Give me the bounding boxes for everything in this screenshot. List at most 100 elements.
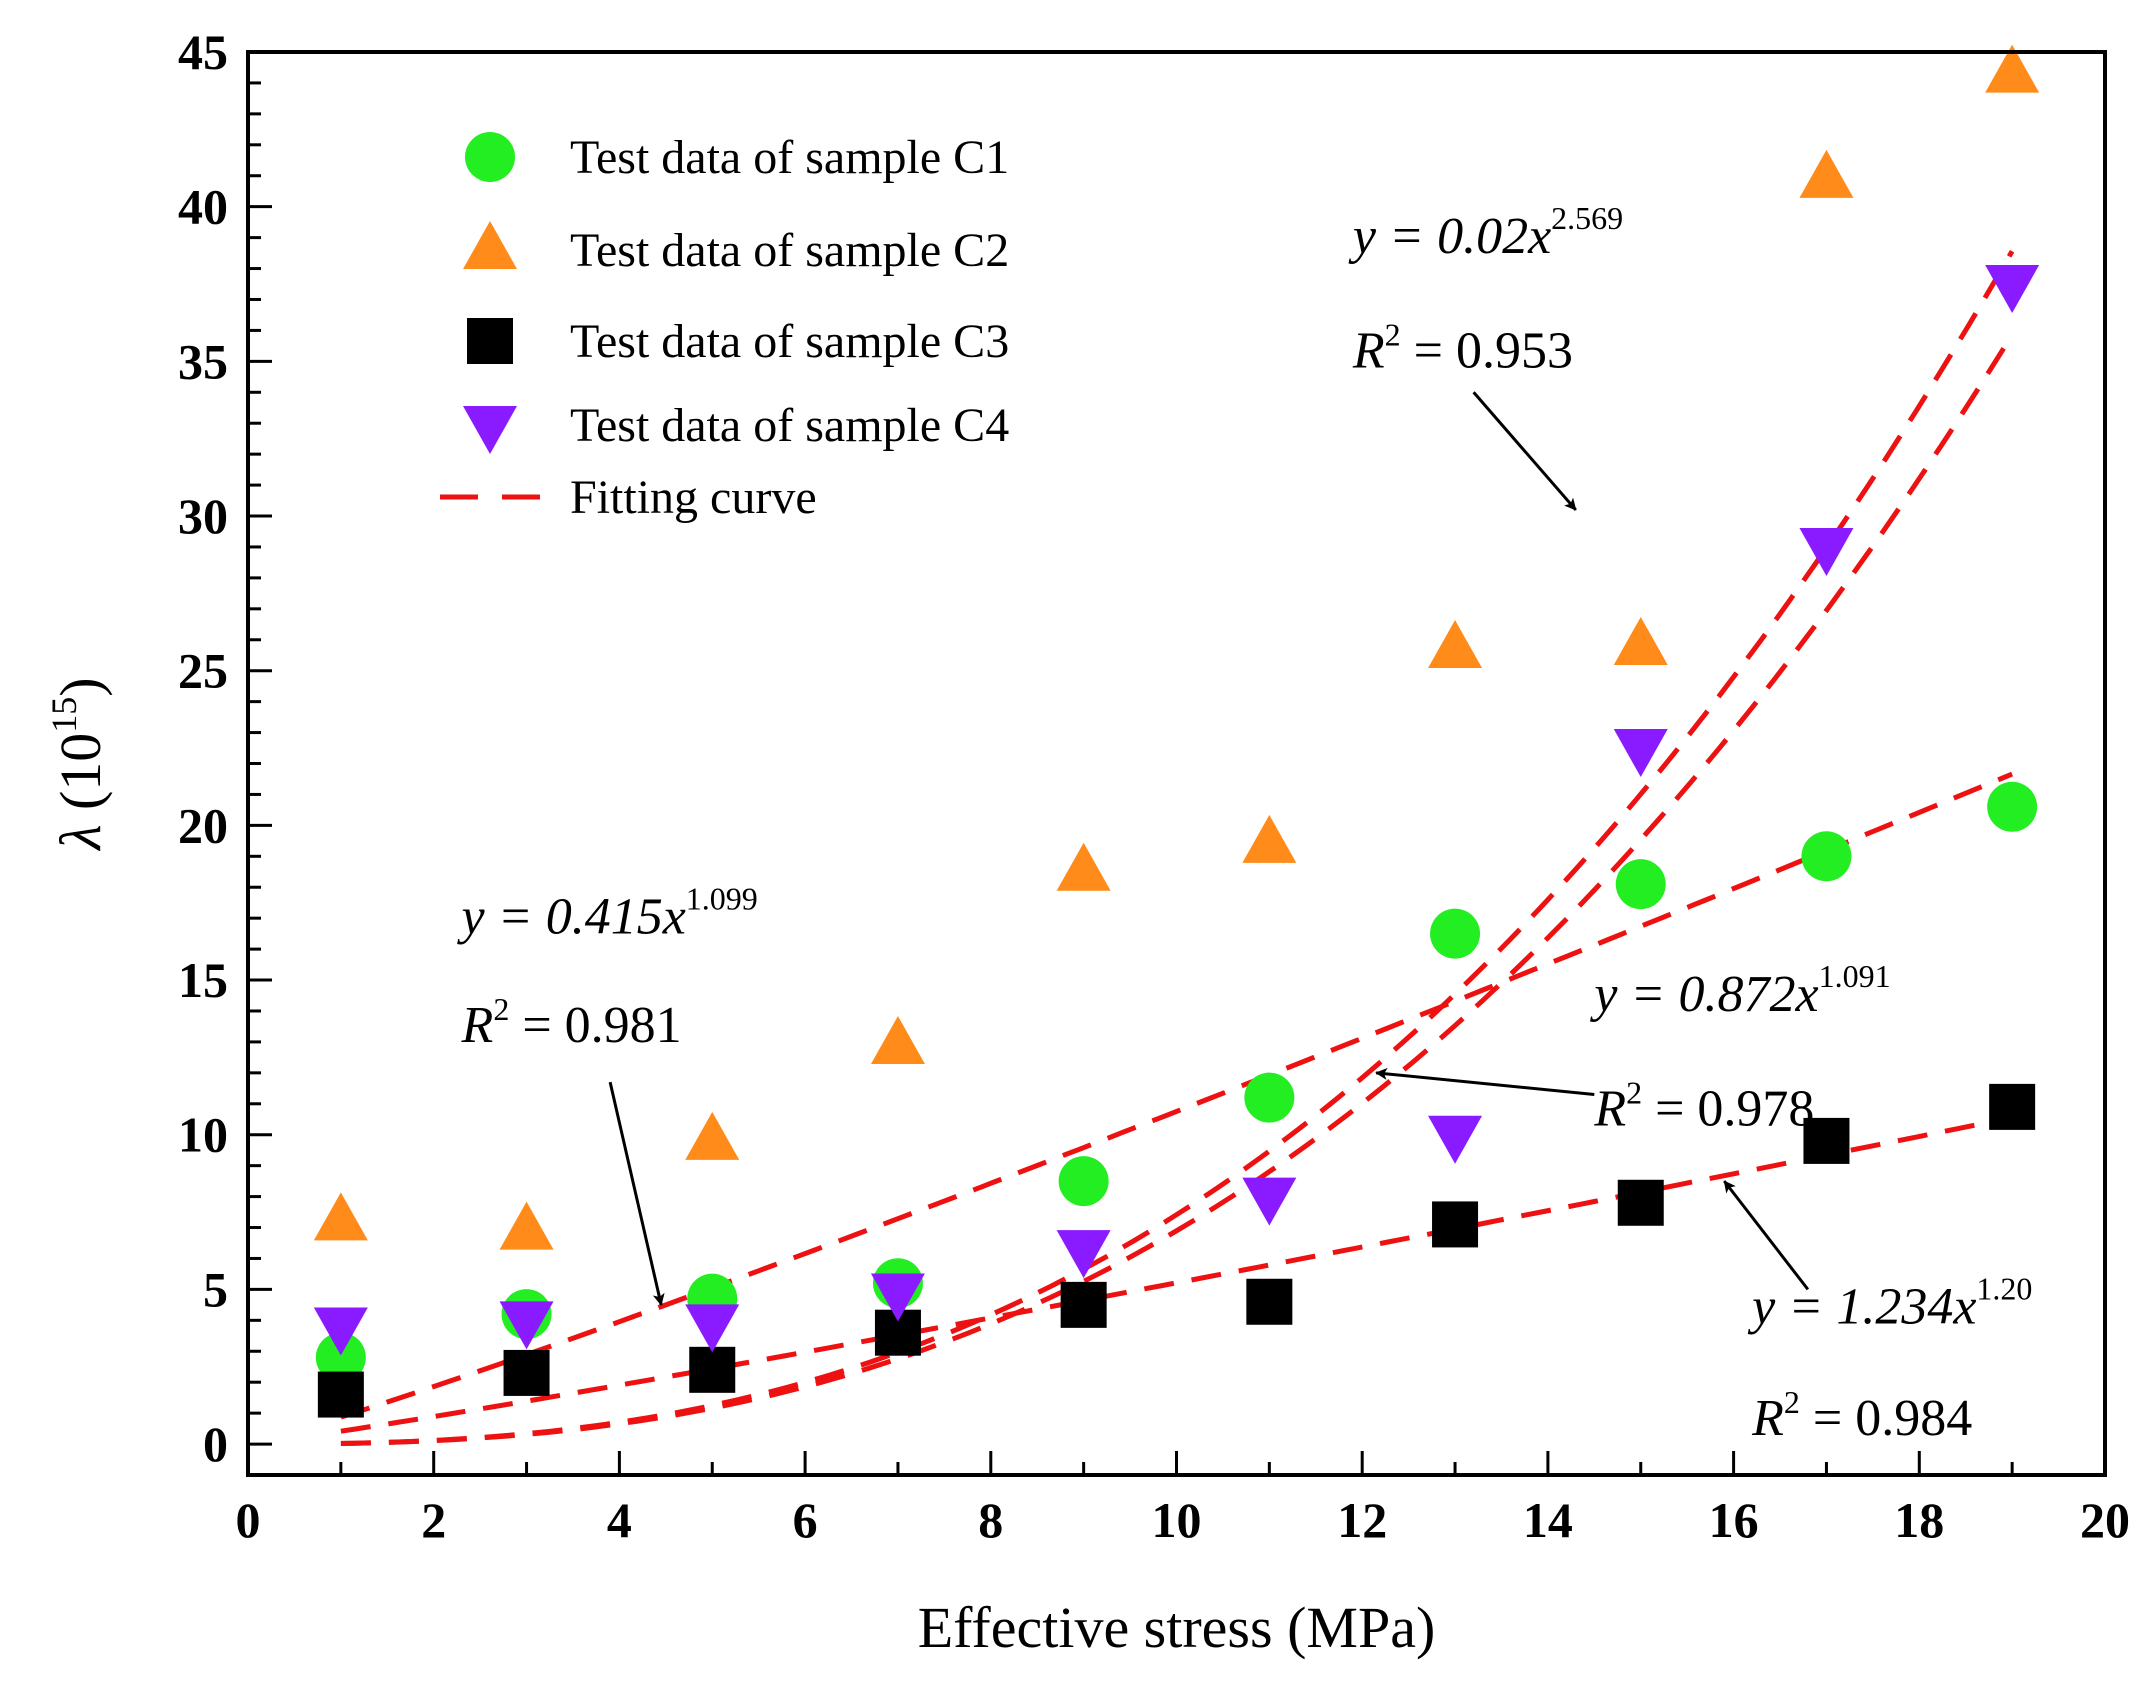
y-tick-label: 25 <box>178 643 228 699</box>
axes: 0 2 4 6 8 10 12 14 16 18 20 0 5 10 15 20 25 30 35 40 45 Effec… <box>44 24 2130 1660</box>
fitting-curves <box>340 249 2015 1446</box>
equation-exponent: 1.099 <box>686 881 758 917</box>
data-point-c2 <box>1799 149 1854 198</box>
data-point-c2 <box>870 1016 925 1065</box>
data-point-c3 <box>503 1349 550 1396</box>
annotation-arrow-eq-mid <box>1375 1067 1595 1096</box>
r-squared-exponent: 2 <box>1626 1074 1642 1110</box>
data-point-c3 <box>1432 1201 1479 1248</box>
r-squared-exponent: 2 <box>1385 317 1401 353</box>
data-point-c3 <box>689 1346 736 1393</box>
x-tick-label: 6 <box>793 1492 818 1548</box>
y-tick-label: 30 <box>178 488 228 544</box>
legend-marker-c3 <box>467 318 513 364</box>
legend-label-c3: Test data of sample C3 <box>570 315 1009 368</box>
y-tick-label: 40 <box>178 179 228 235</box>
annotation-arrow-eq-left <box>608 1081 665 1306</box>
data-point-c2 <box>1613 616 1668 665</box>
x-tick-label: 20 <box>2080 1492 2130 1548</box>
r-squared-value: = 0.984 <box>1800 1390 1972 1447</box>
data-point-c2 <box>1985 44 2040 93</box>
y-tick-label: 0 <box>203 1416 228 1472</box>
data-point-c2 <box>1242 814 1297 863</box>
x-tick-label: 4 <box>607 1492 632 1548</box>
x-tick-label: 0 <box>236 1492 261 1548</box>
data-markers <box>313 44 2040 1418</box>
fitting-curve-c4 <box>340 333 2015 1446</box>
data-point-c4 <box>1799 527 1854 576</box>
data-point-c4 <box>870 1273 925 1322</box>
plot-frame <box>246 50 2107 1477</box>
data-point-c1 <box>1987 781 2038 832</box>
r-squared-eq-bottom: R2 = 0.984 <box>1751 1384 1972 1447</box>
data-point-c1 <box>1801 831 1852 882</box>
y-axis-title: λ (1015) <box>44 677 113 851</box>
y-tick-label: 5 <box>203 1261 228 1317</box>
legend: Test data of sample C1 Test data of sampl… <box>440 131 1009 524</box>
r-symbol: R <box>1751 1390 1784 1447</box>
y-axis-symbol: λ <box>48 825 113 852</box>
data-point-c4 <box>499 1301 554 1350</box>
y-axis-unit: (10 <box>48 733 113 825</box>
y-tick-label: 10 <box>178 1107 228 1163</box>
legend-marker-c1 <box>465 132 515 182</box>
data-point-c4 <box>313 1307 368 1356</box>
x-tick-label: 16 <box>1709 1492 1759 1548</box>
equation-eq-bottom: y = 1.234x1.20 <box>1747 1270 2032 1335</box>
r-squared-eq-mid: R2 = 0.978 <box>1593 1074 1814 1137</box>
data-point-c1 <box>1430 908 1481 959</box>
data-point-c4 <box>685 1304 740 1353</box>
equation-eq-mid: y = 0.872x1.091 <box>1589 958 1890 1023</box>
data-point-c2 <box>313 1192 368 1241</box>
data-point-c1 <box>1615 859 1666 910</box>
equation-eq-top: y = 0.02x2.569 <box>1348 200 1623 265</box>
data-point-c3 <box>1246 1278 1293 1325</box>
annotation-arrow-eq-top <box>1472 391 1577 511</box>
data-point-c1 <box>1244 1072 1295 1123</box>
y-axis-close: ) <box>48 677 113 696</box>
legend-label-c4: Test data of sample C4 <box>570 399 1009 452</box>
data-point-c2 <box>1428 620 1483 669</box>
equation-base: y = 1.234x <box>1747 1278 1976 1335</box>
r-symbol: R <box>1352 323 1385 380</box>
x-tick-label: 10 <box>1152 1492 1202 1548</box>
y-tick-label: 45 <box>178 24 228 80</box>
fitting-curve-c3 <box>340 1115 2013 1434</box>
y-axis-exponent: 15 <box>44 697 84 733</box>
fitting-curve-c2 <box>340 249 2015 1446</box>
x-tick-label: 2 <box>421 1492 446 1548</box>
annotation-arrow-eq-bottom <box>1723 1180 1810 1291</box>
r-squared-exponent: 2 <box>1784 1384 1800 1420</box>
legend-marker-c4 <box>463 406 517 454</box>
r-squared-value: = 0.978 <box>1642 1080 1814 1137</box>
data-point-c2 <box>499 1201 554 1250</box>
data-point-c3 <box>1060 1281 1107 1328</box>
data-point-c1 <box>315 1332 366 1383</box>
data-point-c3 <box>1989 1083 2036 1130</box>
data-point-c1 <box>1058 1156 1109 1207</box>
equation-base: y = 0.415x <box>457 889 686 946</box>
data-point-c2 <box>1056 842 1111 891</box>
equation-exponent: 1.20 <box>1976 1270 2032 1306</box>
y-tick-label: 15 <box>178 952 228 1008</box>
r-squared-eq-left: R2 = 0.981 <box>461 991 682 1054</box>
data-point-c4 <box>1613 729 1668 778</box>
fitting-curve-c1 <box>340 771 2014 1420</box>
data-point-c2 <box>685 1111 740 1160</box>
r-symbol: R <box>461 997 494 1054</box>
legend-label-fit: Fitting curve <box>570 471 817 524</box>
equation-annotations: y = 0.02x2.569 R2 = 0.953 y = 0.415x1.099 R… <box>457 200 2033 1447</box>
equation-exponent: 1.091 <box>1819 958 1891 994</box>
x-tick-label: 18 <box>1894 1492 1944 1548</box>
data-point-c4 <box>1242 1177 1297 1226</box>
equation-base: y = 0.872x <box>1589 966 1818 1023</box>
x-tick-label: 12 <box>1337 1492 1387 1548</box>
equation-eq-left: y = 0.415x1.099 <box>457 881 758 946</box>
r-squared-eq-top: R2 = 0.953 <box>1352 317 1573 380</box>
r-squared-exponent: 2 <box>493 991 509 1027</box>
x-tick-label: 8 <box>978 1492 1003 1548</box>
x-tick-label: 14 <box>1523 1492 1573 1548</box>
y-tick-label: 35 <box>178 333 228 389</box>
data-point-c4 <box>1428 1115 1483 1164</box>
